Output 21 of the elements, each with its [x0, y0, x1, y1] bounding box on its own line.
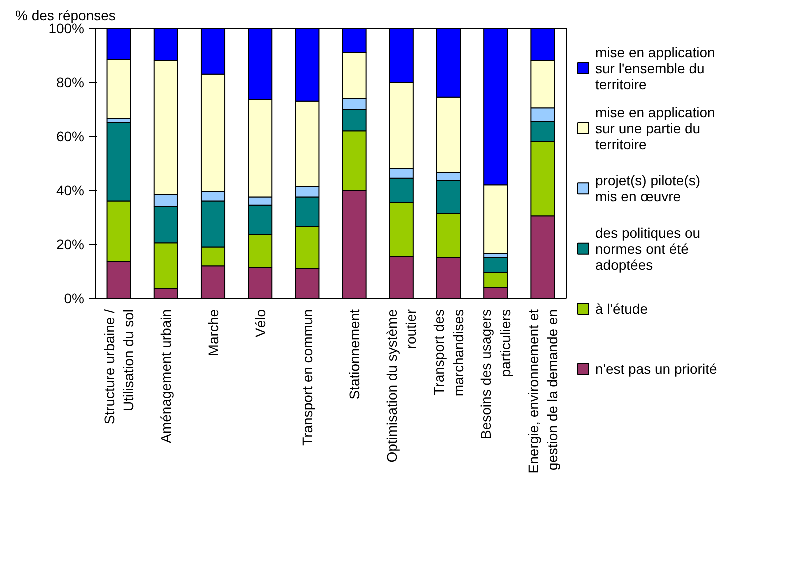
y-tick-label: 0% [64, 290, 84, 306]
legend-label: à l'étude [596, 301, 648, 318]
legend-label: n'est pas un priorité [596, 361, 718, 378]
x-tick-label: Optimisation du système routier [384, 309, 420, 463]
x-tick-label: Besoins des usagers particuliers [478, 309, 514, 440]
legend-label: projet(s) pilote(s) mis en œuvre [596, 172, 701, 205]
legend-label: mise en application sur une partie du territoire [596, 104, 716, 153]
x-tick-label: Structure urbaine / Utilisation du sol [101, 309, 137, 425]
y-tick-label: 80% [56, 74, 85, 90]
x-tick-label: Stationnement [346, 309, 363, 400]
y-tick-label: 40% [56, 182, 85, 198]
x-tick-label: Marche [205, 309, 222, 356]
y-axis-title: % des réponses [16, 8, 116, 24]
x-tick-label: Energie, environnement et gestion de la demande en [525, 309, 561, 474]
legend-label: mise en application sur l'ensemble du territoire [596, 44, 716, 92]
legend-label: des politiques ou normes ont été adoptées [596, 224, 701, 273]
x-tick-label: Vélo [252, 309, 268, 338]
y-tick-label: 20% [56, 236, 85, 252]
x-tick-label: Aménagement urbain [158, 309, 174, 444]
y-tick-label: 60% [56, 128, 85, 144]
x-tick-label: Transport en commun [299, 309, 316, 446]
